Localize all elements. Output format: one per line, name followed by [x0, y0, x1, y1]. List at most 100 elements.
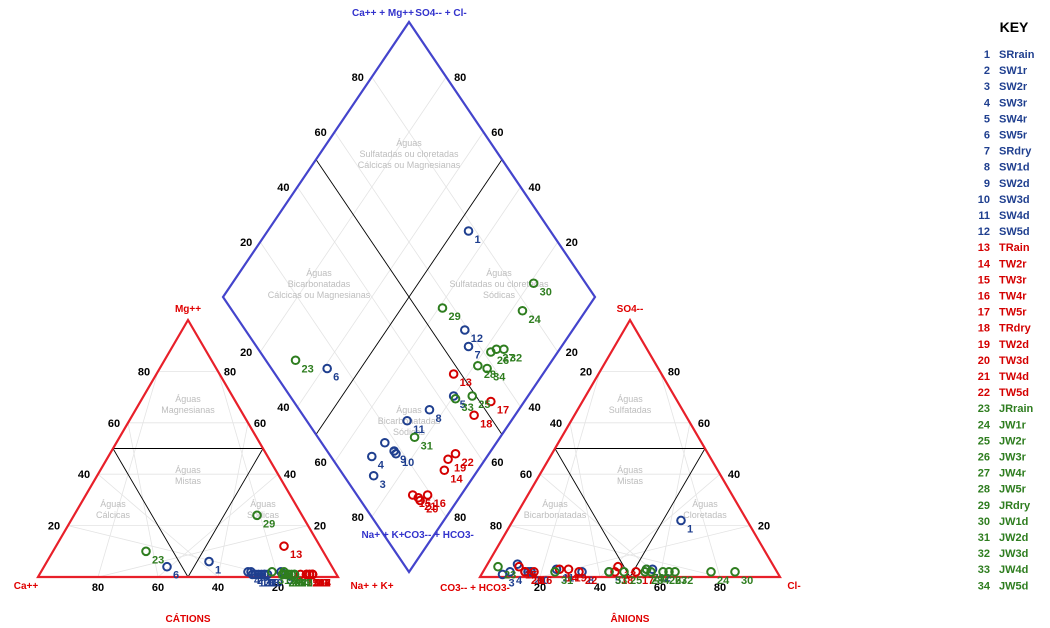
- sample-label-17: 17: [319, 577, 331, 589]
- legend-label: TW4r: [999, 291, 1027, 303]
- sample-label-11: 11: [563, 572, 575, 584]
- sample-label-34: 34: [493, 372, 506, 384]
- sample-point-26: [658, 567, 668, 577]
- legend-number: 27: [978, 468, 990, 480]
- sample-label-27: 27: [295, 577, 307, 589]
- sample-point-33: [604, 567, 614, 577]
- cation-corner-na: Na+ + K+: [350, 581, 393, 592]
- legend-number: 20: [978, 355, 990, 367]
- cation-zone-mg: Águas: [175, 394, 201, 404]
- legend-number: 32: [978, 548, 990, 560]
- sample-point-9: [256, 569, 267, 580]
- cation-zone-na: Águas: [250, 499, 276, 509]
- legend-number: 17: [978, 307, 990, 319]
- sample-label-6: 6: [173, 570, 179, 582]
- anion-zone-cl: Cloretadas: [683, 510, 727, 520]
- legend-number: 34: [978, 580, 991, 592]
- legend-label: TW2r: [999, 258, 1027, 270]
- diamond-zone-right: Sódicas: [483, 290, 516, 300]
- legend-number: 2: [984, 65, 990, 77]
- sample-point-7: [463, 341, 474, 352]
- sample-label-27: 27: [502, 352, 514, 364]
- sample-label-25: 25: [478, 399, 490, 411]
- cation-corner-mg: Mg++: [175, 304, 201, 315]
- legend-label: JW2d: [999, 532, 1028, 544]
- anion-corner-so4: SO4--: [617, 304, 644, 315]
- sample-point-25: [619, 567, 629, 577]
- sample-label-16: 16: [434, 498, 446, 510]
- sample-point-21: [520, 567, 530, 577]
- zone-divider: [187, 448, 264, 578]
- cation-axis-label: CÁTIONS: [166, 612, 211, 625]
- anion-left-tick: 80: [490, 521, 502, 533]
- cation-zone-mix: Águas: [175, 465, 201, 475]
- legend-number: 16: [978, 291, 990, 303]
- cation-left-tick: 40: [78, 469, 90, 481]
- zone-divider: [112, 448, 189, 578]
- diamond-right-tick: 60: [491, 127, 503, 139]
- diamond-left-tick: 40: [277, 182, 289, 194]
- sample-point-24: [517, 305, 528, 316]
- legend-label: TW5d: [999, 387, 1029, 399]
- legend-label: JW3d: [999, 548, 1028, 560]
- anion-corner-hco3: CO3-- + HCO3-: [440, 583, 510, 594]
- sample-label-28: 28: [651, 575, 663, 587]
- cation-bottom-tick: 80: [92, 582, 104, 594]
- legend-number: 3: [984, 81, 990, 93]
- sample-point-33: [277, 569, 288, 580]
- sample-label-25: 25: [301, 577, 313, 589]
- sample-label-19: 19: [316, 577, 328, 589]
- legend-label: JW1d: [999, 516, 1028, 528]
- legend-number: 8: [984, 162, 990, 174]
- legend-label: TW3d: [999, 355, 1029, 367]
- sample-point-16: [529, 567, 539, 577]
- sample-point-28: [473, 360, 483, 371]
- anion-zone-mix: Mistas: [617, 476, 644, 486]
- legend-label: SW4d: [999, 210, 1030, 222]
- sample-label-24: 24: [295, 577, 308, 589]
- diamond-lower-right-tick: 80: [454, 512, 466, 524]
- legend-number: 10: [978, 194, 990, 206]
- sample-point-15: [514, 561, 524, 572]
- diamond-zone-right: Águas: [486, 268, 512, 278]
- sample-label-8: 8: [435, 413, 441, 425]
- sample-label-17: 17: [642, 575, 654, 587]
- anion-zone-bic: Bicarbonatadas: [524, 510, 587, 520]
- anion-zone-mix: Águas: [617, 465, 643, 475]
- sample-point-14: [439, 465, 450, 476]
- zone-divider: [629, 448, 706, 578]
- cation-zone-ca: Cálcicas: [96, 510, 131, 520]
- sample-label-21: 21: [424, 501, 436, 513]
- anion-left-tick: 40: [550, 418, 562, 430]
- legend-number: 25: [978, 435, 990, 447]
- diamond-corner-camg: Ca++ + Mg++: [352, 8, 414, 19]
- diamond-left-tick: 60: [314, 127, 326, 139]
- diamond-zone-left: Águas: [306, 268, 332, 278]
- anion-corner-cl: Cl-: [787, 581, 800, 592]
- sample-point-2: [380, 437, 390, 448]
- cation-zone-mix: Mistas: [175, 476, 202, 486]
- sample-label-2: 2: [534, 575, 540, 587]
- legend-number: 33: [978, 564, 990, 576]
- legend-label: TRdry: [999, 323, 1032, 335]
- sample-label-24: 24: [528, 314, 541, 326]
- legend-label: SW2r: [999, 81, 1028, 93]
- anion-zone-so4: Águas: [617, 394, 643, 404]
- legend-number: 26: [978, 452, 990, 464]
- sample-label-1: 1: [687, 523, 693, 535]
- legend-number: 14: [978, 258, 991, 270]
- sample-point-4: [505, 567, 515, 577]
- cation-bottom-tick: 20: [272, 582, 284, 594]
- sample-point-23: [141, 546, 151, 557]
- sample-point-23: [493, 561, 503, 572]
- legend-label: TRain: [999, 242, 1030, 254]
- legend-label: JW1r: [999, 419, 1027, 431]
- anion-bottom-tick: 60: [654, 582, 666, 594]
- sample-label-31: 31: [561, 575, 573, 587]
- sample-label-22: 22: [585, 575, 597, 587]
- diamond-lower-right-tick: 40: [528, 402, 540, 414]
- anion-bottom-tick: 20: [534, 582, 546, 594]
- sample-point-10: [526, 567, 536, 577]
